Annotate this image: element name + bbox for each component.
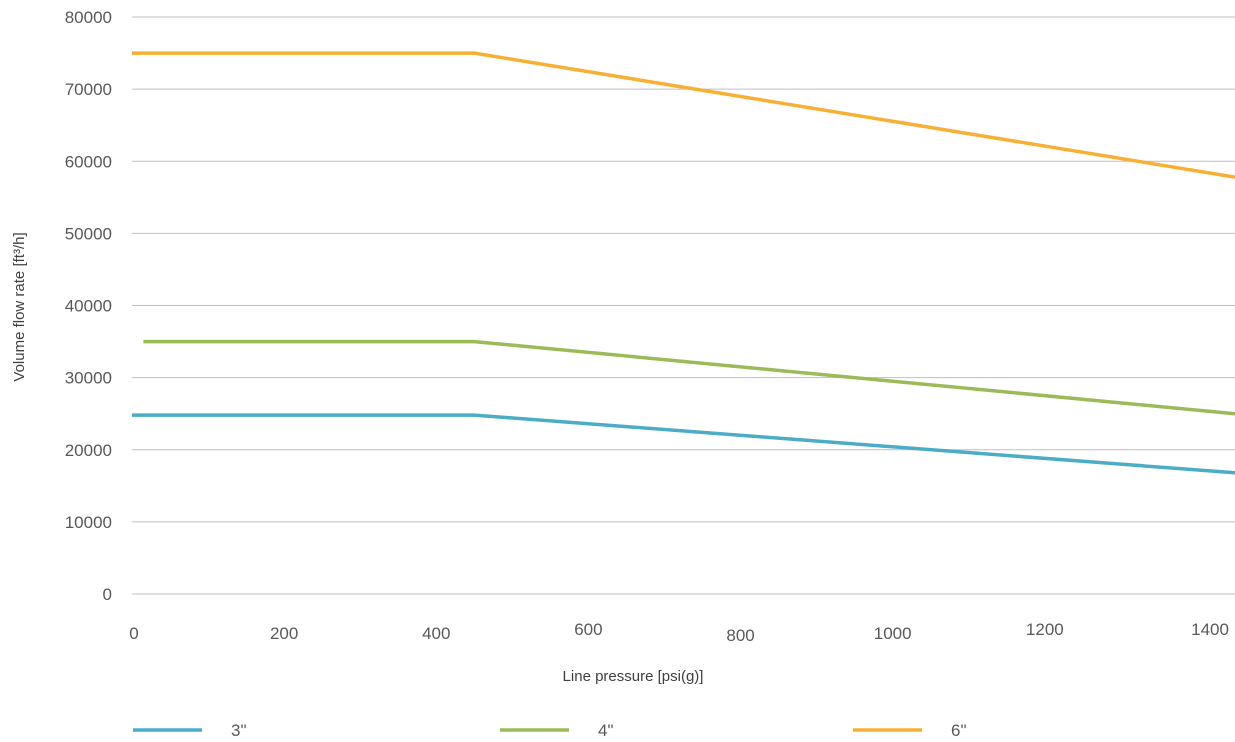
legend-label: 6" <box>951 721 967 740</box>
series-line-3 <box>132 51 1235 179</box>
y-tick-label: 40000 <box>65 297 112 316</box>
x-tick-label: 0 <box>129 624 138 643</box>
y-tick-label: 20000 <box>65 441 112 460</box>
x-tick-label: 600 <box>574 620 602 639</box>
gridlines <box>132 16 1235 595</box>
y-tick-label: 0 <box>103 585 112 604</box>
y-axis-tick-labels: 0 10000 20000 30000 40000 50000 60000 70000 8000… <box>65 8 112 604</box>
y-tick-label: 50000 <box>65 224 112 243</box>
y-tick-label: 60000 <box>65 152 112 171</box>
x-tick-label: 200 <box>270 624 298 643</box>
x-axis-title: Line pressure [psi(g)] <box>563 668 704 685</box>
legend: 3" 4" 6" <box>133 721 967 740</box>
y-tick-label: 30000 <box>65 369 112 388</box>
y-tick-label: 80000 <box>65 8 112 27</box>
x-tick-label: 1200 <box>1026 620 1064 639</box>
x-tick-label: 800 <box>726 626 754 645</box>
series-line-1 <box>132 413 1235 475</box>
x-tick-label: 1400 <box>1191 620 1229 639</box>
legend-label: 3" <box>231 721 247 740</box>
y-tick-label: 10000 <box>65 513 112 532</box>
x-tick-label: 1000 <box>874 624 912 643</box>
series-line-2 <box>143 339 1235 416</box>
legend-label: 4" <box>598 721 614 740</box>
y-tick-label: 70000 <box>65 80 112 99</box>
y-axis-title: Volume flow rate [ft³/h] <box>11 232 28 381</box>
x-axis-tick-labels: 0 200 400 600 800 1000 1200 1400 <box>129 620 1229 645</box>
series-lines <box>132 51 1235 475</box>
x-tick-label: 400 <box>422 624 450 643</box>
